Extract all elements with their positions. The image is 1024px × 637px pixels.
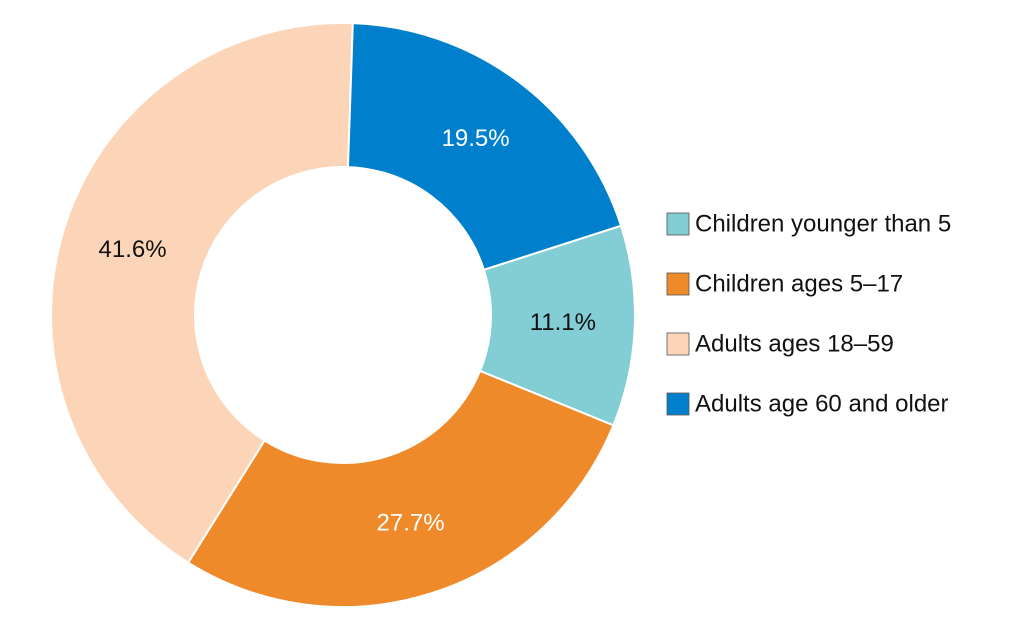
data-label: 11.1% bbox=[530, 309, 596, 336]
legend-swatch bbox=[666, 332, 690, 356]
data-label: 27.7% bbox=[377, 510, 445, 537]
legend-label: Children younger than 5 bbox=[695, 210, 951, 237]
data-label: 41.6% bbox=[99, 236, 167, 263]
legend-label: Adults ages 18–59 bbox=[695, 330, 894, 357]
legend-label: Children ages 5–17 bbox=[695, 270, 903, 297]
legend-swatch bbox=[666, 392, 690, 416]
data-label: 19.5% bbox=[442, 125, 510, 152]
donut-segment bbox=[186, 369, 615, 608]
legend-swatch bbox=[666, 272, 690, 296]
legend-swatch bbox=[666, 212, 690, 236]
donut-segment bbox=[50, 22, 354, 564]
donut-segment bbox=[346, 22, 623, 272]
legend-label: Adults age 60 and older bbox=[695, 390, 949, 417]
